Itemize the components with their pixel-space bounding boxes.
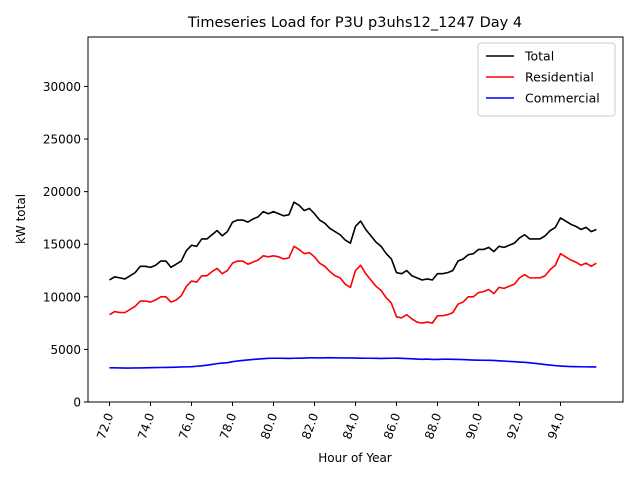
y-tick-label: 30000: [43, 80, 81, 94]
x-tick-label: 86.0: [381, 411, 403, 441]
y-tick-label: 5000: [50, 343, 81, 357]
x-tick-label: 82.0: [299, 411, 321, 441]
y-axis: 0 5000 10000 15000 20000 25000 30000: [43, 80, 88, 410]
x-tick-label: 94.0: [545, 411, 567, 441]
legend-label-total: Total: [524, 49, 554, 64]
series-layer: [109, 201, 597, 369]
x-tick-label: 78.0: [217, 411, 239, 441]
series-line-commercial: [109, 356, 597, 369]
x-tick-label: 72.0: [94, 411, 116, 441]
y-tick-label: 25000: [43, 133, 81, 147]
x-tick-label: 76.0: [176, 411, 198, 441]
chart-title: Timeseries Load for P3U p3uhs12_1247 Day…: [187, 15, 522, 31]
x-tick-label: 90.0: [463, 411, 485, 441]
series-line-residential: [109, 245, 597, 324]
series-line-total: [109, 201, 597, 281]
y-tick-label: 15000: [43, 238, 81, 252]
x-tick-label: 80.0: [258, 411, 280, 441]
x-tick-label: 84.0: [340, 411, 362, 441]
legend: Total Residential Commercial: [477, 42, 616, 117]
x-axis-label: Hour of Year: [318, 451, 392, 465]
x-axis: 72.0 74.0 76.0 78.0 80.0 82.0 84.0 86.0 88.0 90.0…: [94, 402, 567, 441]
y-tick-label: 20000: [43, 185, 81, 199]
y-axis-label: kW total: [14, 194, 28, 244]
y-tick-label: 10000: [43, 290, 81, 304]
y-tick-label: 0: [73, 396, 81, 410]
x-tick-label: 92.0: [504, 411, 526, 441]
legend-label-residential: Residential: [525, 70, 594, 85]
x-tick-label: 88.0: [422, 411, 444, 441]
x-tick-label: 74.0: [135, 411, 157, 441]
legend-label-commercial: Commercial: [525, 91, 600, 106]
